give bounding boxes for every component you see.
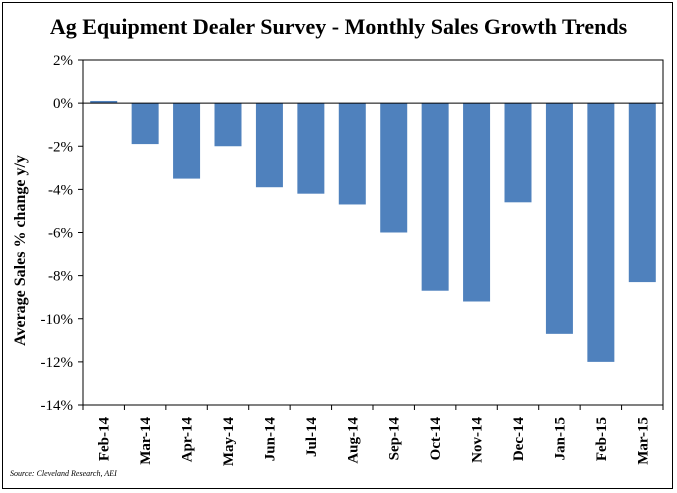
y-tick-label: 2% <box>53 53 73 69</box>
y-tick-label: -14% <box>41 398 74 414</box>
y-tick-label: -2% <box>48 139 73 155</box>
x-tick-label: Oct-14 <box>428 417 444 461</box>
bar <box>463 103 491 302</box>
x-tick-label: Jul-14 <box>304 417 320 458</box>
bar <box>173 103 201 179</box>
plot-area <box>82 59 664 406</box>
bar <box>421 103 449 291</box>
x-tick-label: Apr-14 <box>180 417 196 463</box>
x-tick-label: May-14 <box>221 417 237 467</box>
bar <box>214 103 242 147</box>
bar <box>90 100 118 104</box>
bar <box>131 103 159 145</box>
chart-title: Ag Equipment Dealer Survey - Monthly Sal… <box>49 14 628 39</box>
bar <box>338 103 366 205</box>
x-tick-label: Nov-14 <box>470 417 486 463</box>
bar <box>587 103 615 362</box>
y-tick-label: -10% <box>41 312 74 328</box>
bar <box>504 103 532 203</box>
y-tick-label: -4% <box>48 182 73 198</box>
x-tick-label: Mar-14 <box>138 417 154 465</box>
bar <box>297 103 325 194</box>
bar <box>380 103 408 233</box>
x-tick-label: Jun-14 <box>262 417 278 462</box>
x-tick-label: Feb-14 <box>97 417 113 462</box>
y-axis-title: Average Sales % change y/y <box>12 155 29 346</box>
x-tick-label: Jan-15 <box>552 417 568 460</box>
x-tick-label: Aug-14 <box>345 417 361 464</box>
y-tick-label: -12% <box>41 355 74 371</box>
x-tick-label: Feb-15 <box>594 417 610 461</box>
y-tick-label: -8% <box>48 269 73 285</box>
bar <box>628 103 656 283</box>
source-note: Source: Cleveland Research, AEI <box>10 469 117 478</box>
bar <box>255 103 283 188</box>
x-tick-label: Mar-15 <box>635 417 651 465</box>
x-tick-label: Dec-14 <box>511 417 527 462</box>
bar <box>545 103 573 334</box>
y-tick-label: -6% <box>48 226 73 242</box>
x-tick-label: Sep-14 <box>387 417 403 461</box>
y-tick-label: 0% <box>53 96 73 112</box>
